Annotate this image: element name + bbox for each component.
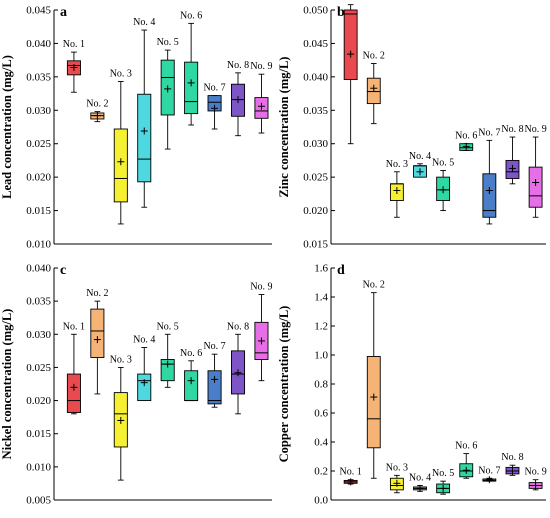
y-tick-label: 0.040 xyxy=(303,71,328,83)
y-tick-label: 0.015 xyxy=(26,205,51,217)
group-label: No. 8 xyxy=(501,124,523,135)
y-tick-label: 0.6 xyxy=(314,408,328,420)
y-axis-title: Zinc concentration (mg/L) xyxy=(277,57,291,198)
y-tick-label: 0.0 xyxy=(314,495,328,507)
y-tick-label: 0.010 xyxy=(26,461,51,473)
group-label: No. 5 xyxy=(432,468,454,479)
y-tick-label: 0.035 xyxy=(303,105,328,117)
y-tick-label: 0.035 xyxy=(26,71,51,83)
group-label: No. 8 xyxy=(501,452,523,463)
group-label: No. 8 xyxy=(227,321,249,332)
y-tick-label: 0.040 xyxy=(26,263,51,275)
y-tick-label: 0.030 xyxy=(26,329,51,341)
group-label: No. 3 xyxy=(110,354,132,365)
y-tick-label: 0.045 xyxy=(26,5,51,17)
y-tick-label: 0.020 xyxy=(26,395,51,407)
group-label: No. 2 xyxy=(363,280,385,291)
y-tick-label: 0.035 xyxy=(26,296,51,308)
y-tick-label: 0.045 xyxy=(303,38,328,50)
group-label: No. 4 xyxy=(409,151,431,162)
box-body xyxy=(207,370,222,405)
box-body xyxy=(366,356,381,449)
group-label: No. 9 xyxy=(250,61,272,72)
group-label: No. 2 xyxy=(363,50,385,61)
group-label: No. 2 xyxy=(86,99,108,110)
group-label: No. 3 xyxy=(110,69,132,80)
y-axis-title: Lead concentration (mg/L) xyxy=(0,55,14,199)
y-tick-label: 0.030 xyxy=(303,138,328,150)
y-tick-label: 0.015 xyxy=(26,428,51,440)
box-body xyxy=(160,359,175,382)
y-tick-label: 1.6 xyxy=(314,263,328,275)
group-label: No. 8 xyxy=(227,60,249,71)
y-axis-title: Nickel concentration (mg/L) xyxy=(0,309,14,460)
y-tick-label: 0.4 xyxy=(314,437,328,449)
group-label: No. 1 xyxy=(340,0,362,3)
group-label: No. 3 xyxy=(386,462,408,473)
y-tick-label: 1.0 xyxy=(314,350,328,362)
group-label: No. 4 xyxy=(409,473,431,484)
box-body xyxy=(90,308,105,358)
group-label: No. 4 xyxy=(133,335,155,346)
box-body xyxy=(137,373,152,402)
y-tick-label: 0.025 xyxy=(303,172,328,184)
group-label: No. 6 xyxy=(455,441,477,452)
y-tick-label: 0.2 xyxy=(314,466,328,478)
group-label: No. 6 xyxy=(455,131,477,142)
group-label: No. 1 xyxy=(63,321,85,332)
group-label: No. 6 xyxy=(180,348,202,359)
y-tick-label: 0.025 xyxy=(26,362,51,374)
group-label: No. 7 xyxy=(203,83,225,94)
group-label: No. 5 xyxy=(157,321,179,332)
group-label: No. 6 xyxy=(180,10,202,21)
panel-letter: b xyxy=(337,5,345,20)
box-body xyxy=(137,93,152,183)
group-label: No. 1 xyxy=(340,467,362,478)
group-label: No. 2 xyxy=(86,288,108,299)
box-body xyxy=(528,166,543,208)
y-tick-label: 0.030 xyxy=(26,105,51,117)
group-label: No. 4 xyxy=(133,17,155,28)
group-label: No. 9 xyxy=(524,467,546,478)
panel-letter: c xyxy=(60,263,66,278)
y-tick-label: 0.8 xyxy=(314,379,328,391)
y-tick-label: 1.2 xyxy=(314,321,328,333)
y-tick-label: 0.010 xyxy=(26,239,51,251)
y-tick-label: 0.015 xyxy=(303,239,328,251)
group-label: No. 7 xyxy=(478,127,500,138)
y-axis-title: Copper concentration (mg/L) xyxy=(277,306,291,463)
group-label: No. 5 xyxy=(157,37,179,48)
box-body xyxy=(184,370,199,402)
group-label: No. 5 xyxy=(432,157,454,168)
panel-letter: a xyxy=(60,5,67,20)
y-tick-label: 0.040 xyxy=(26,38,51,50)
box-body xyxy=(66,373,81,413)
group-label: No. 3 xyxy=(386,159,408,170)
group-label: No. 7 xyxy=(203,341,225,352)
y-tick-label: 0.050 xyxy=(303,5,328,17)
panel-letter: d xyxy=(337,263,345,278)
box-body xyxy=(184,61,199,115)
y-tick-label: 0.025 xyxy=(26,138,51,150)
group-label: No. 1 xyxy=(63,39,85,50)
y-tick-label: 1.4 xyxy=(314,292,328,304)
box-body xyxy=(482,173,497,218)
group-label: No. 7 xyxy=(478,465,500,476)
group-label: No. 9 xyxy=(250,282,272,293)
group-label: No. 9 xyxy=(524,124,546,135)
y-tick-label: 0.020 xyxy=(303,205,328,217)
y-tick-label: 0.020 xyxy=(26,172,51,184)
box-body xyxy=(343,9,358,80)
y-tick-label: 0.005 xyxy=(26,495,51,507)
box-body xyxy=(113,128,128,203)
